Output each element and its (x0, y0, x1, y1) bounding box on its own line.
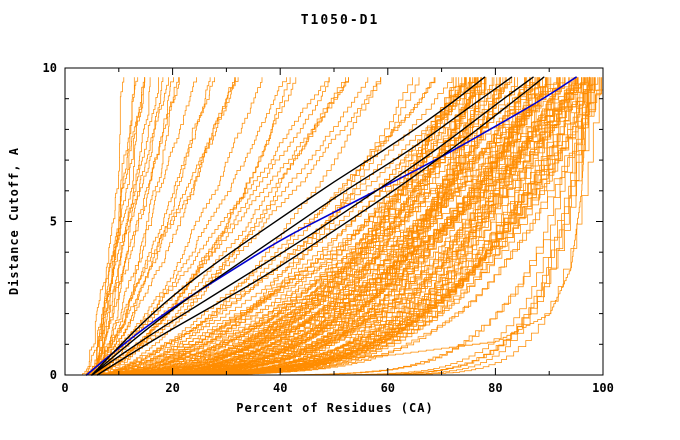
orange-curve (97, 77, 180, 376)
y-tick-label: 5 (50, 215, 57, 229)
orange-curve (85, 77, 349, 376)
orange-curve (90, 77, 174, 376)
orange-curve (102, 77, 457, 376)
model-curve-black-model-3 (91, 76, 534, 376)
orange-curve (96, 77, 125, 375)
y-axis-label: Distance Cutoff, A (7, 147, 21, 295)
orange-curve (98, 77, 566, 376)
orange-curve (101, 77, 453, 376)
orange-curve (99, 77, 475, 376)
orange-curve (86, 77, 547, 376)
orange-curve (88, 77, 159, 376)
y-tick-label: 0 (50, 368, 57, 382)
orange-curve (90, 77, 501, 376)
chart-title: T1050-D1 (301, 13, 380, 28)
axes-layer: 0 20 40 60 80 100 0 5 10 (43, 61, 614, 395)
model-curve-blue-model (85, 76, 577, 376)
model-curve-black-model-4 (96, 76, 545, 376)
x-tick-label: 60 (381, 381, 395, 395)
orange-curve (96, 77, 151, 376)
orange-curve (95, 77, 460, 376)
x-tick-label: 80 (488, 381, 502, 395)
orange-curve (94, 77, 565, 376)
orange-curve (93, 77, 139, 376)
orange-curve (92, 77, 263, 376)
orange-curve (102, 77, 179, 376)
x-tick-label: 0 (61, 381, 68, 395)
x-tick-label: 40 (273, 381, 287, 395)
orange-curve (85, 77, 197, 376)
orange-curve (87, 77, 349, 376)
orange-curve (85, 77, 146, 376)
orange-curve (97, 77, 591, 376)
orange-curve (101, 77, 588, 376)
orange-curve (95, 77, 435, 376)
model-curve-black-model-2 (91, 76, 513, 376)
orange-curve (82, 77, 145, 375)
orange-curve (85, 77, 235, 376)
orange-curve (96, 77, 211, 375)
x-axis-label: Percent of Residues (CA) (236, 401, 433, 415)
orange-curve (95, 77, 526, 376)
orange-curve (90, 77, 466, 376)
model-curve-black-model-1 (91, 76, 486, 376)
orange-curve (101, 77, 474, 376)
x-tick-label: 20 (165, 381, 179, 395)
orange-curve (80, 77, 511, 376)
y-tick-label: 10 (43, 61, 57, 75)
orange-curve (88, 77, 169, 376)
orange-curve (92, 77, 487, 376)
x-tick-label: 100 (592, 381, 614, 395)
orange-curve (88, 77, 538, 376)
curves-layer (80, 76, 604, 376)
orange-curve (95, 77, 236, 376)
orange-curve (91, 77, 539, 376)
model-curve-low-late-riser-orange (91, 76, 590, 376)
